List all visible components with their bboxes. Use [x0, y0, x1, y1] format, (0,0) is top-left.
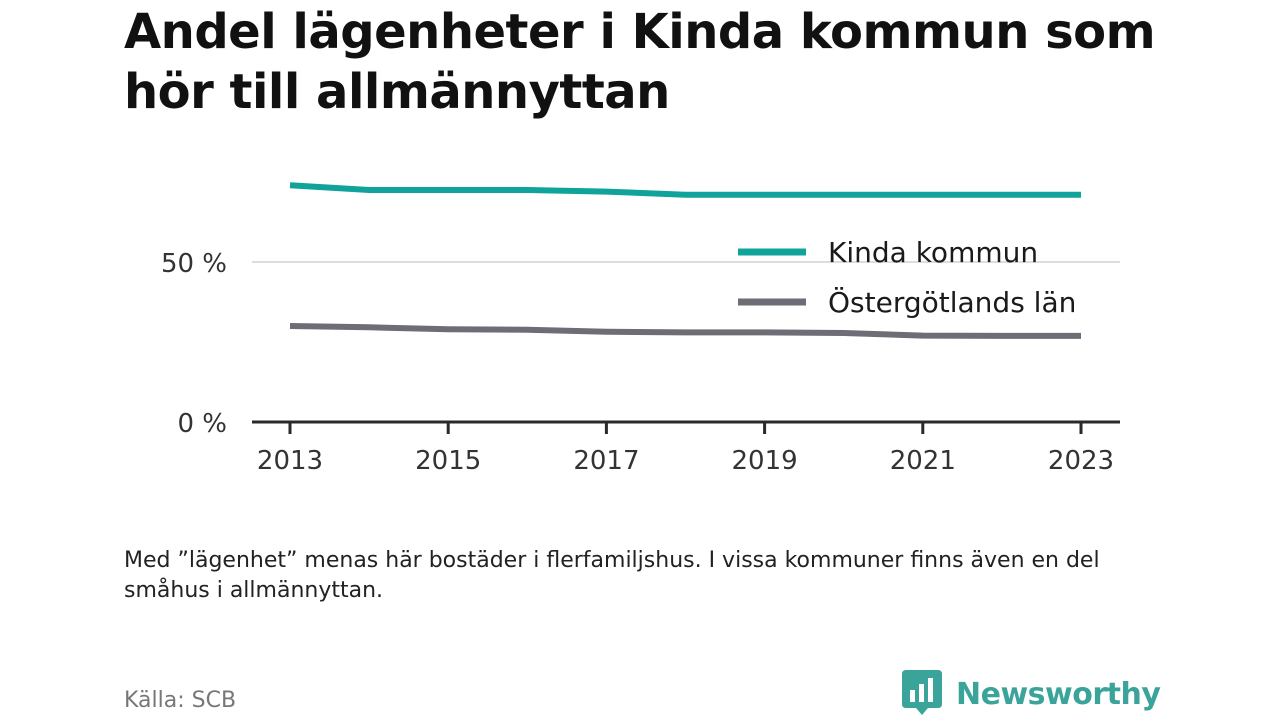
chart-footnote: Med ”lägenhet” menas här bostäder i fler… — [124, 548, 1100, 603]
source-label: Källa: SCB — [124, 688, 237, 713]
chart-title: Andel lägenheter i Kinda kommun som hör … — [124, 4, 1156, 120]
x-axis-labels: 2013 2015 2017 2019 2021 2023 — [257, 446, 1114, 476]
x-tick-label-2021: 2021 — [890, 446, 956, 476]
legend-label-2: Östergötlands län — [828, 285, 1076, 319]
x-axis — [252, 420, 1120, 434]
x-tick-label-2023: 2023 — [1048, 446, 1114, 476]
y-tick-label-0: 0 % — [177, 409, 227, 439]
series-line-2 — [289, 323, 1081, 339]
x-tick-label-2017: 2017 — [573, 446, 639, 476]
y-tick-label-50: 50 % — [161, 249, 227, 279]
legend-label-1: Kinda kommun — [828, 236, 1038, 269]
newsworthy-logo[interactable]: Newsworthy — [902, 668, 1161, 720]
series-line-1 — [289, 182, 1081, 198]
x-tick-label-2015: 2015 — [415, 446, 481, 476]
brand-name: Newsworthy — [956, 676, 1161, 712]
y-axis-labels: 0 % 50 % — [161, 249, 227, 439]
x-tick-label-2013: 2013 — [257, 446, 323, 476]
legend-backdrop — [730, 236, 1082, 244]
bar-chart-speech-bubble-icon — [902, 668, 942, 720]
x-tick-label-2019: 2019 — [732, 446, 798, 476]
series-lines — [289, 182, 1081, 339]
legend: Kinda kommun Östergötlands län — [730, 236, 1082, 319]
